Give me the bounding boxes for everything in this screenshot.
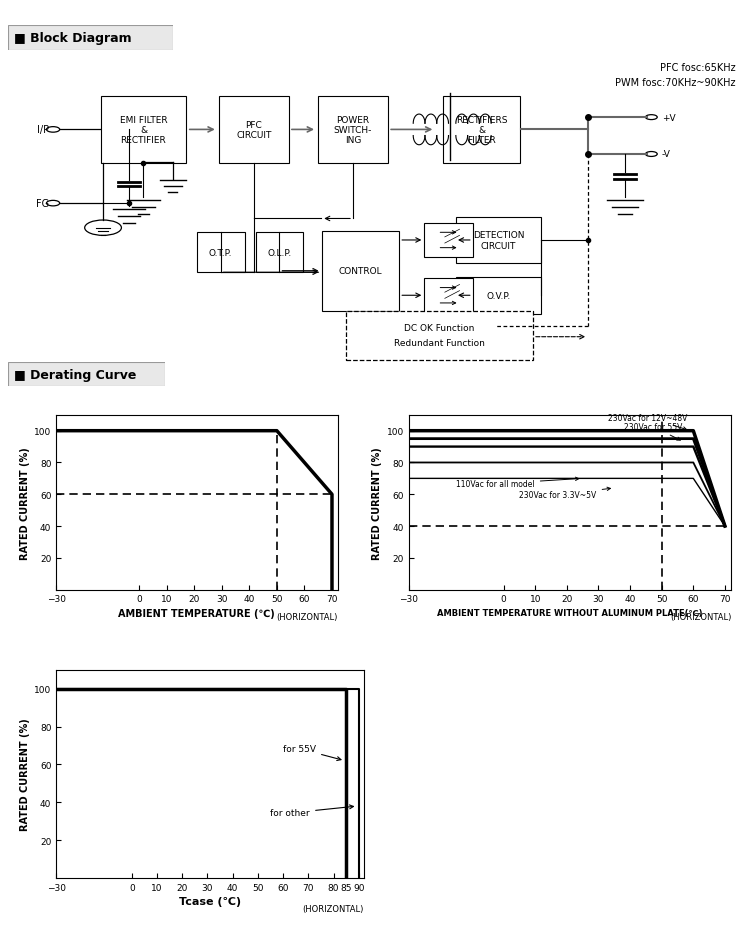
Text: for other: for other (271, 805, 353, 818)
Text: (HORIZONTAL): (HORIZONTAL) (302, 904, 364, 914)
Text: ■ Block Diagram: ■ Block Diagram (14, 32, 132, 45)
Text: ■ Derating Curve: ■ Derating Curve (13, 368, 136, 381)
Text: (HORIZONTAL): (HORIZONTAL) (276, 613, 338, 621)
FancyBboxPatch shape (219, 96, 289, 164)
FancyBboxPatch shape (318, 96, 388, 164)
X-axis label: AMBIENT TEMPERATURE (℃): AMBIENT TEMPERATURE (℃) (118, 608, 275, 618)
Text: I/P: I/P (38, 126, 50, 135)
Text: 230Vac for 55V: 230Vac for 55V (624, 423, 682, 441)
X-axis label: AMBIENT TEMPERATURE WITHOUT ALUMINUM PLATE(℃): AMBIENT TEMPERATURE WITHOUT ALUMINUM PLA… (437, 608, 703, 617)
Text: O.L.P.: O.L.P. (267, 248, 292, 258)
FancyBboxPatch shape (424, 279, 472, 312)
Text: PFC
CIRCUIT: PFC CIRCUIT (236, 121, 272, 140)
Text: RECTIFIERS
&
FILTER: RECTIFIERS & FILTER (456, 115, 507, 145)
Text: -V: -V (662, 150, 670, 160)
Text: FG: FG (36, 199, 50, 209)
Text: DETECTION
CIRCUIT: DETECTION CIRCUIT (472, 231, 524, 250)
Text: 230Vac for 3.3V~5V: 230Vac for 3.3V~5V (520, 488, 610, 500)
FancyBboxPatch shape (346, 312, 533, 361)
FancyBboxPatch shape (8, 26, 172, 51)
Text: Redundant Function: Redundant Function (394, 339, 484, 348)
Text: O.V.P.: O.V.P. (486, 292, 511, 300)
FancyBboxPatch shape (424, 224, 472, 258)
Y-axis label: RATED CURRENT (%): RATED CURRENT (%) (20, 447, 30, 559)
Y-axis label: RATED CURRENT (%): RATED CURRENT (%) (20, 717, 30, 831)
FancyBboxPatch shape (322, 231, 399, 312)
FancyBboxPatch shape (456, 218, 541, 263)
Text: EMI FILTER
&
RECTIFIER: EMI FILTER & RECTIFIER (120, 115, 167, 145)
FancyBboxPatch shape (256, 233, 303, 273)
FancyBboxPatch shape (456, 278, 541, 314)
FancyBboxPatch shape (196, 233, 244, 273)
Text: DC OK Function: DC OK Function (404, 324, 474, 332)
Text: 230Vac for 12V~48V: 230Vac for 12V~48V (608, 413, 687, 430)
Text: CONTROL: CONTROL (338, 267, 382, 276)
Text: PFC fosc:65KHz
PWM fosc:70KHz~90KHz: PFC fosc:65KHz PWM fosc:70KHz~90KHz (615, 63, 735, 88)
FancyBboxPatch shape (443, 96, 520, 164)
Text: POWER
SWITCH-
ING: POWER SWITCH- ING (334, 115, 372, 145)
Text: (HORIZONTAL): (HORIZONTAL) (670, 613, 731, 621)
Text: for 55V: for 55V (283, 745, 341, 761)
FancyBboxPatch shape (101, 96, 186, 164)
Text: +V: +V (662, 113, 675, 123)
FancyBboxPatch shape (8, 362, 165, 387)
Y-axis label: RATED CURRENT (%): RATED CURRENT (%) (373, 447, 382, 559)
X-axis label: Tcase (℃): Tcase (℃) (179, 896, 241, 906)
Text: 110Vac for all model: 110Vac for all model (456, 478, 579, 489)
Text: O.T.P.: O.T.P. (209, 248, 232, 258)
